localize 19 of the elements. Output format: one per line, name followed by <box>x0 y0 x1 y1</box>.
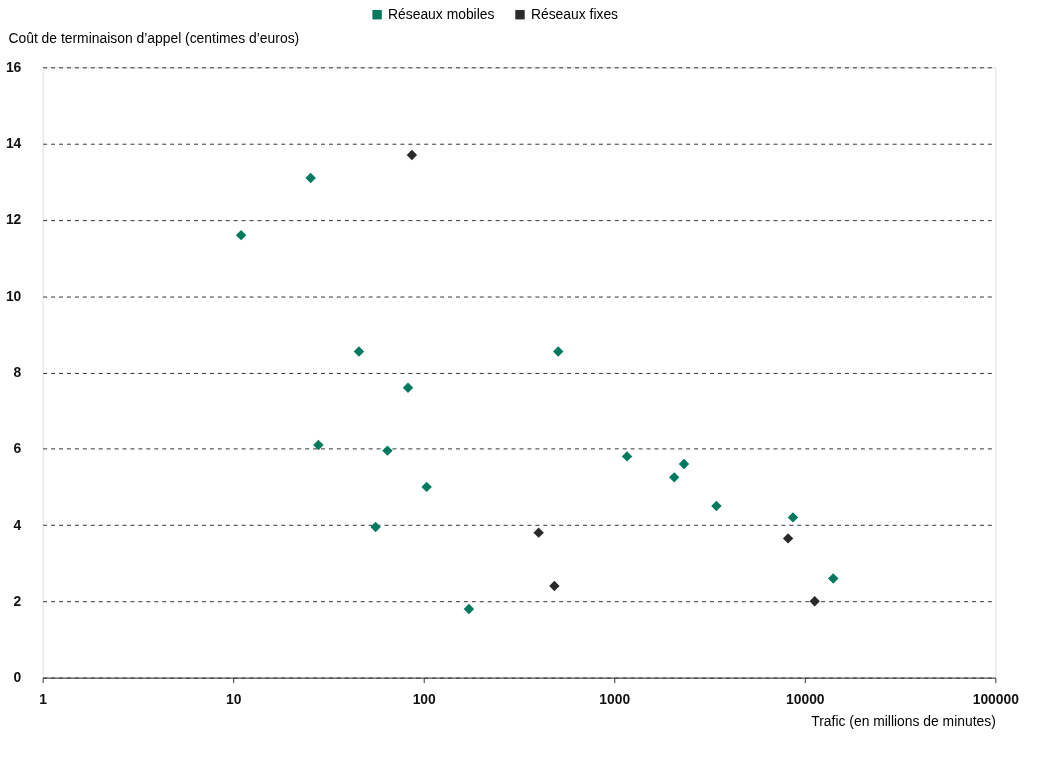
y-tick-label: 10 <box>5 287 22 304</box>
legend-label: Réseaux fixes <box>530 5 619 22</box>
legend-label: Réseaux mobiles <box>388 5 495 22</box>
y-tick-label: 4 <box>13 516 22 533</box>
y-tick-label: 16 <box>5 58 22 75</box>
y-tick-label: 8 <box>13 363 22 380</box>
y-tick-label: 0 <box>13 669 22 686</box>
x-tick-label: 100 <box>412 690 437 707</box>
x-tick-label: 10 <box>225 690 242 707</box>
x-tick-label: 10000 <box>786 690 825 707</box>
y-tick-label: 6 <box>13 440 22 457</box>
y-tick-label: 2 <box>13 592 22 609</box>
y-axis-title: Coût de terminaison d’appel (centimes d’euros) <box>8 30 300 46</box>
x-tick-label: 1000 <box>599 690 631 707</box>
x-tick-label: 100000 <box>972 690 1020 707</box>
y-tick-label: 12 <box>5 211 22 228</box>
x-tick-label: 1 <box>39 690 48 707</box>
y-tick-label: 14 <box>5 135 22 152</box>
x-axis-title: Trafic (en millions de minutes) <box>811 712 996 729</box>
